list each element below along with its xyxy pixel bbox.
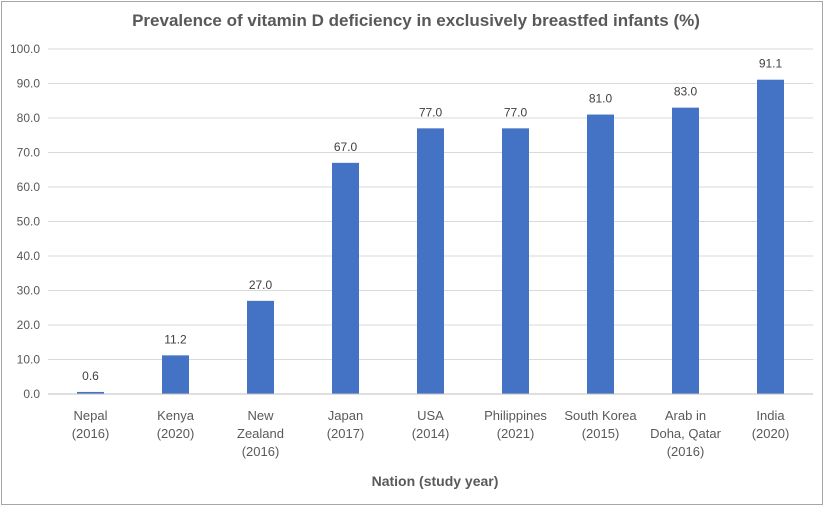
bar [417, 128, 444, 394]
x-axis-title: Nation (study year) [372, 473, 499, 489]
x-category-label: South Korea (2015) [564, 408, 637, 441]
y-tick-label: 40.0 [17, 249, 41, 263]
data-label: 67.0 [334, 140, 358, 154]
x-category-label: Nepal (2016) [72, 408, 110, 441]
bar [332, 162, 359, 394]
bar [162, 355, 189, 394]
y-tick-label: 30.0 [17, 284, 41, 298]
bar [587, 114, 614, 395]
x-category-label: New Zealand (2016) [237, 408, 284, 459]
x-category-label: India (2020) [752, 408, 790, 441]
y-tick-label: 100.0 [10, 42, 40, 56]
bar [77, 391, 104, 394]
y-tick-label: 10.0 [17, 353, 41, 367]
data-label: 11.2 [164, 332, 187, 346]
data-label: 0.6 [82, 369, 99, 383]
bar [757, 79, 784, 394]
x-category-label: Philippines (2021) [484, 408, 547, 441]
y-tick-label: 0.0 [23, 387, 40, 401]
chart-title: Prevalence of vitamin D deficiency in ex… [132, 11, 700, 30]
x-category-label: USA (2014) [412, 408, 450, 441]
x-category-label: Arab in Doha, Qatar (2016) [650, 408, 721, 459]
y-tick-label: 80.0 [17, 111, 41, 125]
data-label: 77.0 [419, 105, 443, 119]
y-tick-label: 60.0 [17, 180, 41, 194]
y-tick-label: 90.0 [17, 77, 41, 91]
data-label: 27.0 [249, 278, 273, 292]
data-label: 91.1 [759, 57, 783, 71]
data-labels: 0.6 11.2 27.0 67.0 77.0 77.0 81.0 83.0 91.1 [82, 57, 782, 383]
x-category-label: Japan (2017) [327, 408, 365, 441]
data-label: 83.0 [674, 85, 698, 99]
y-tick-label: 70.0 [17, 146, 41, 160]
y-tick-label: 50.0 [17, 215, 41, 229]
data-label: 81.0 [589, 92, 613, 106]
y-axis-ticks: 0.0 10.0 20.0 30.0 40.0 50.0 60.0 70.0 80.0 90.0 1… [10, 42, 40, 401]
x-axis-categories: Nepal (2016) Kenya (2020) New Zealand (2016) Ja… [72, 408, 790, 459]
bar [672, 107, 699, 395]
bar [247, 300, 274, 394]
bar [502, 128, 529, 394]
data-label: 77.0 [504, 105, 528, 119]
y-tick-label: 20.0 [17, 318, 41, 332]
bars [77, 79, 784, 395]
x-category-label: Kenya (2020) [157, 408, 195, 441]
